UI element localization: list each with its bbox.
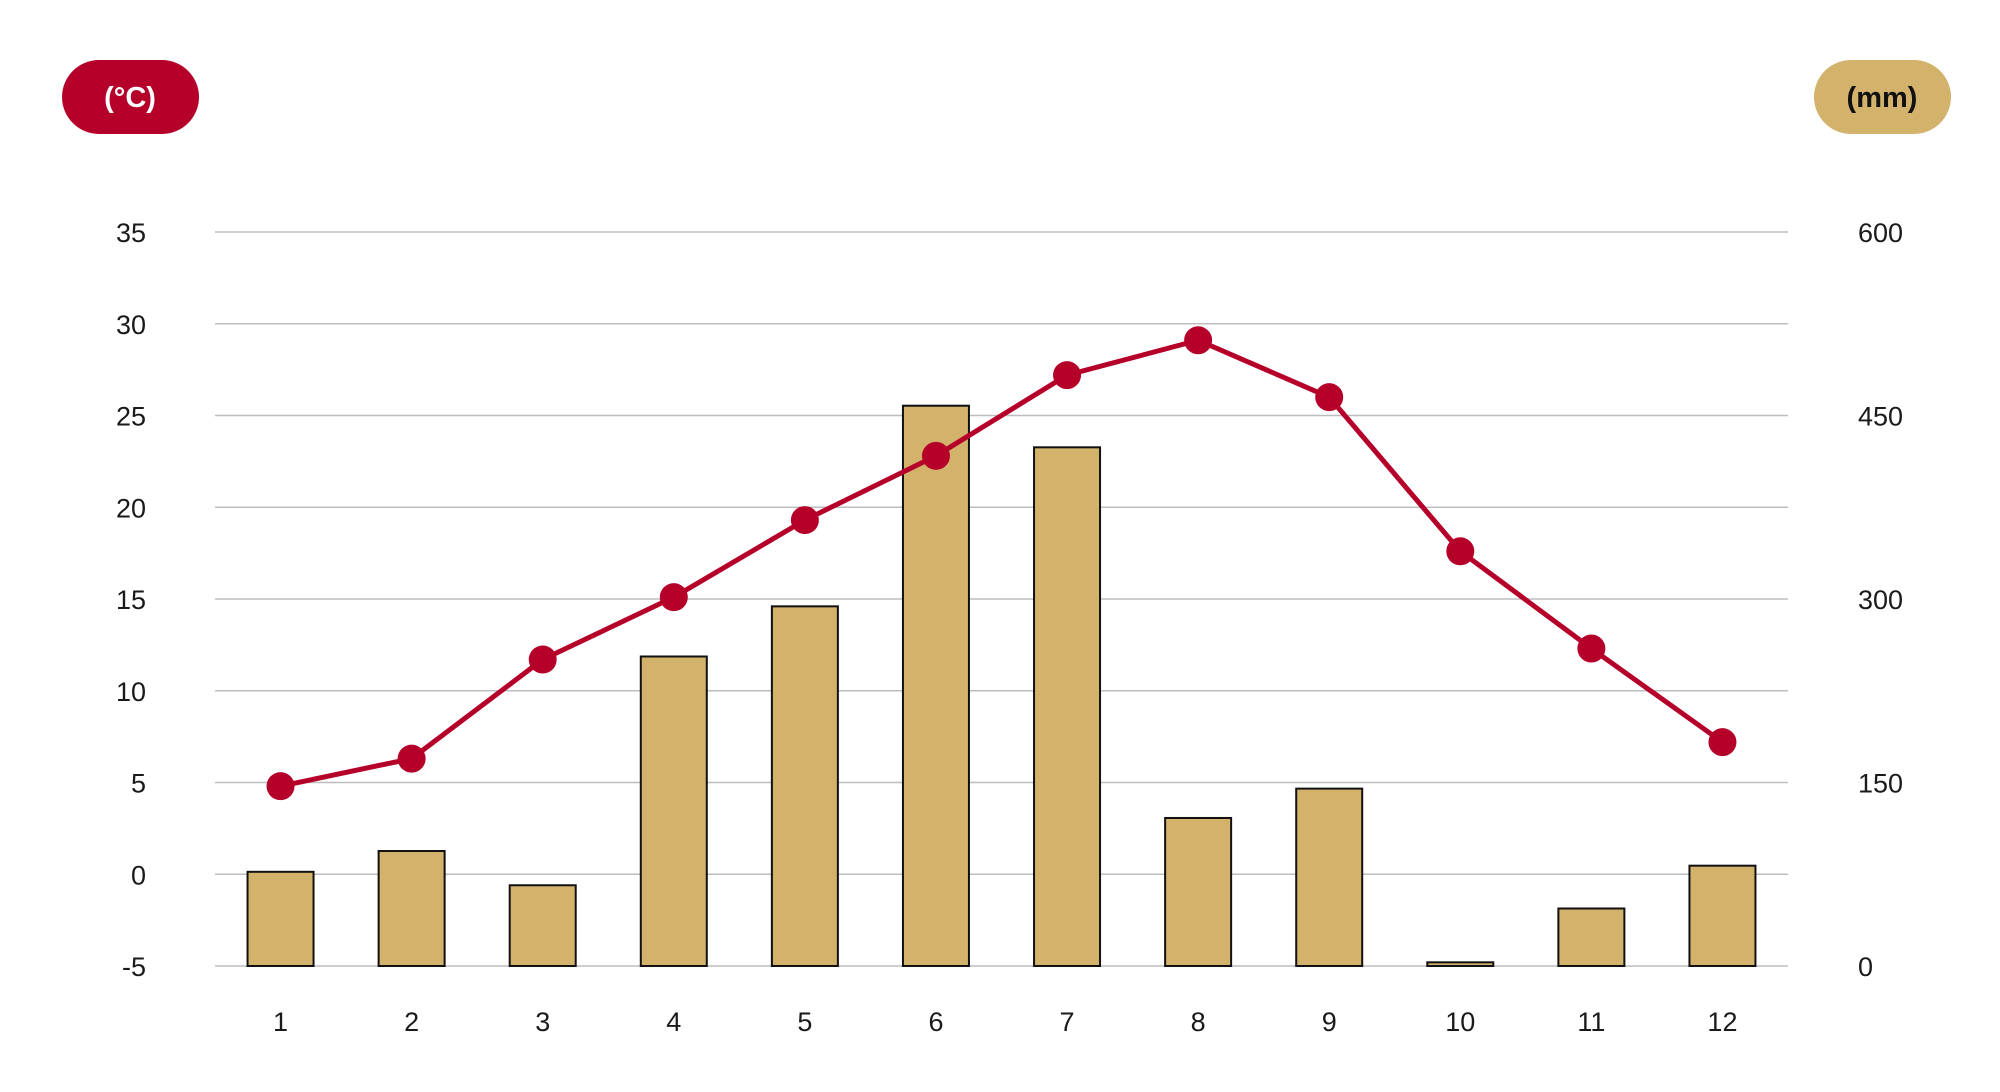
temperature-point: [397, 744, 426, 773]
left-axis-tick-label: 30: [116, 310, 146, 340]
temperature-point: [921, 441, 950, 470]
left-axis-tick-label: 10: [116, 677, 146, 707]
precipitation-bar: [1033, 446, 1102, 968]
left-axis-tick-labels: -5 0 5 10 15 20 25 30 35: [116, 218, 146, 982]
right-axis-tick-label: 150: [1858, 769, 1903, 799]
x-axis-tick-label: 10: [1445, 1007, 1475, 1037]
precipitation-bars: [246, 404, 1757, 968]
left-axis-tick-label: 25: [116, 402, 146, 432]
precipitation-bar: [1164, 816, 1233, 968]
x-axis-tick-label: 5: [797, 1007, 812, 1037]
left-axis-tick-label: -5: [122, 952, 146, 982]
precipitation-bar: [377, 850, 446, 967]
temperature-point: [790, 506, 819, 535]
left-axis-tick-label: 5: [131, 769, 146, 799]
temperature-point: [266, 772, 295, 801]
precipitation-bar: [901, 404, 970, 968]
precipitation-bar: [246, 870, 315, 968]
x-axis-tick-label: 3: [535, 1007, 550, 1037]
temperature-point: [1053, 361, 1082, 390]
x-axis-tick-label: 12: [1707, 1007, 1737, 1037]
x-axis-tick-labels: 1 2 3 4 5 6 7 8 9 10 11 12: [273, 1007, 1737, 1037]
temperature-line: [280, 337, 1724, 789]
x-axis-tick-label: 11: [1577, 1007, 1605, 1037]
temperature-point: [1315, 383, 1344, 412]
x-axis-tick-label: 8: [1191, 1007, 1206, 1037]
precipitation-bar: [1557, 907, 1626, 968]
temperature-point: [1446, 537, 1475, 566]
precipitation-bar: [1426, 961, 1495, 968]
right-axis-tick-labels: 0 150 300 450 600: [1858, 218, 1903, 982]
x-axis-tick-label: 9: [1322, 1007, 1337, 1037]
x-axis-tick-label: 6: [928, 1007, 943, 1037]
x-axis-tick-label: 2: [404, 1007, 419, 1037]
right-axis-tick-label: 300: [1858, 585, 1903, 615]
temperature-point: [1184, 326, 1213, 355]
precipitation-bar: [639, 655, 708, 967]
precipitation-bar: [770, 605, 839, 968]
x-axis-tick-label: 4: [666, 1007, 681, 1037]
right-axis-tick-label: 600: [1858, 218, 1903, 248]
right-unit-label: (mm): [1847, 82, 1918, 114]
right-unit-badge: (mm): [1814, 60, 1951, 134]
right-axis-tick-label: 450: [1858, 402, 1903, 432]
left-unit-badge: (°C): [62, 60, 199, 134]
right-axis-tick-label: 0: [1858, 952, 1873, 982]
precipitation-bar: [1295, 787, 1364, 967]
x-axis-tick-label: 7: [1060, 1007, 1075, 1037]
temperature-point: [1708, 728, 1737, 757]
precipitation-bar: [508, 884, 577, 968]
grid-lines: [215, 231, 1788, 967]
left-axis-tick-label: 35: [116, 218, 146, 248]
left-axis-tick-label: 0: [131, 860, 146, 890]
temperature-point: [659, 583, 688, 612]
temperature-line-series: [266, 326, 1737, 801]
temperature-point: [1577, 634, 1606, 663]
temperature-point: [528, 645, 557, 674]
left-axis-tick-label: 15: [116, 585, 146, 615]
left-axis-tick-label: 20: [116, 493, 146, 523]
left-unit-label: (°C): [104, 82, 156, 114]
x-axis-tick-label: 1: [273, 1007, 288, 1037]
precipitation-bar: [1688, 864, 1757, 967]
